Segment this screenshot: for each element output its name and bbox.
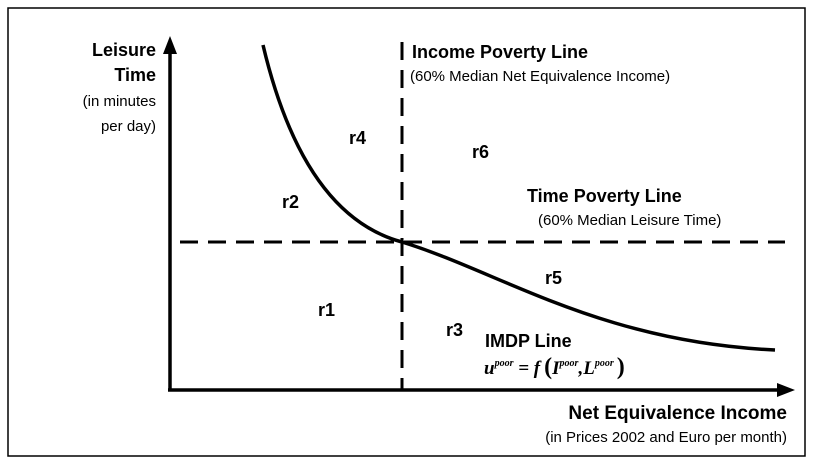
formula-part: L xyxy=(582,358,595,379)
formula-part: I xyxy=(551,358,560,379)
frame xyxy=(7,7,806,457)
line-title: IMDP Line xyxy=(485,331,572,351)
formula-part: = f xyxy=(513,358,541,379)
line-subtitle: (60% Median Net Equivalence Income) xyxy=(410,68,670,85)
region-label: r2 xyxy=(282,192,299,212)
formula: upoor = f (Ipoor,Lpoor) xyxy=(484,354,625,380)
y-arrow xyxy=(163,36,177,54)
formula-part: poor xyxy=(559,358,579,369)
region-label: r1 xyxy=(318,300,335,320)
line-title: Income Poverty Line xyxy=(412,42,588,62)
imdp-curve xyxy=(261,44,776,352)
x-unit: (in Prices 2002 and Euro per month) xyxy=(545,429,787,446)
formula-part: u xyxy=(484,358,495,379)
region-label: r6 xyxy=(472,142,489,162)
formula-part: , xyxy=(577,358,583,379)
x-title: Net Equivalence Income xyxy=(568,403,787,424)
y-unit: per day) xyxy=(101,118,156,135)
region-label: r3 xyxy=(446,320,463,340)
formula-part: ( xyxy=(544,354,552,380)
region-label: r5 xyxy=(545,268,562,288)
line-subtitle: (60% Median Leisure Time) xyxy=(538,212,721,229)
y-unit: (in minutes xyxy=(83,93,156,110)
x-arrow xyxy=(777,383,795,397)
line-title: Time Poverty Line xyxy=(527,186,682,206)
region-label: r4 xyxy=(349,128,366,148)
formula-part: poor xyxy=(494,358,514,369)
y-title: Time xyxy=(114,65,156,85)
formula-part: poor xyxy=(594,358,614,369)
formula-part: ) xyxy=(617,354,625,380)
y-title: Leisure xyxy=(92,40,156,60)
